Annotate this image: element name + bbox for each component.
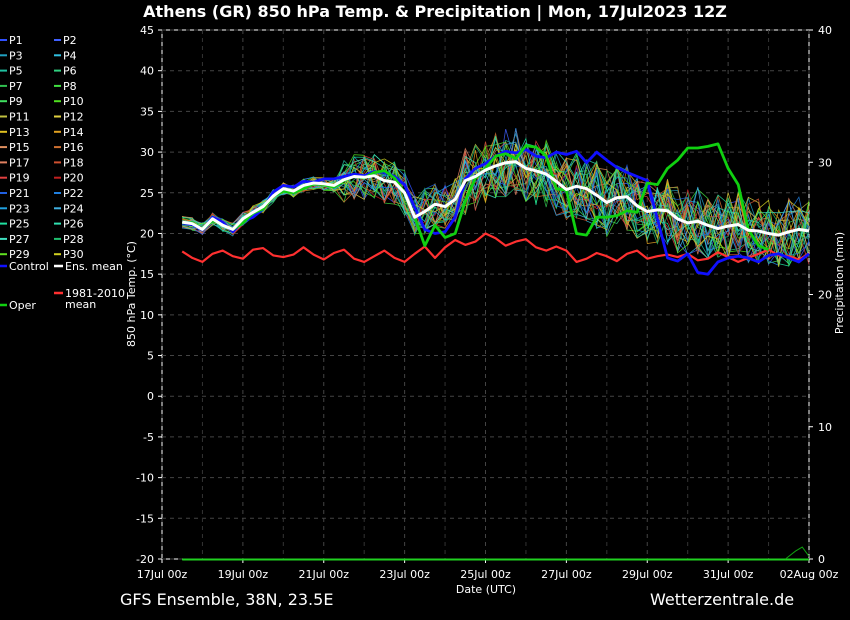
chart-title: Athens (GR) 850 hPa Temp. & Precipitatio… [143,2,727,22]
y-axis-left: 45 40 35 30 25 20 15 10 5 0 -5 -10 -15 -20 [136,24,162,566]
footer-model-label: GFS Ensemble, 38N, 23.5E [120,590,333,609]
x-tick-label: 23Jul 00z [379,568,430,581]
x-axis: 17Jul 00z 19Jul 00z 21Jul 00z 23Jul 00z 25Ju… [137,559,839,581]
y-tick-label: 35 [140,105,154,118]
legend-entry-label: P15 [9,141,30,154]
y-tick-label: 40 [140,65,154,78]
main-series-lines [181,142,810,276]
x-tick-label: 19Jul 00z [218,568,269,581]
y2-tick-label: 40 [818,24,832,37]
y2-tick-label: 10 [818,421,832,434]
legend-entry-label: P26 [63,218,84,231]
y-tick-label: 10 [140,309,154,322]
x-tick-label: 17Jul 00z [137,568,188,581]
ensemble-member-line [182,143,810,265]
legend-entry-label: P3 [9,49,23,62]
legend-entry-label: P4 [63,49,77,62]
legend-entry-label: P22 [63,187,84,200]
y-tick-label: -15 [136,512,154,525]
footer-source-label: Wetterzentrale.de [650,590,794,609]
y2-axis-label: Precipitation (mm) [833,232,846,334]
y-tick-label: -10 [136,472,154,485]
legend-entry-label: P9 [9,95,23,108]
y-axis-right: 40 30 20 10 0 [809,24,832,566]
legend-entry-label: P10 [63,95,84,108]
legend-entry-label: P8 [63,80,77,93]
y-tick-label: 25 [140,187,154,200]
legend-entry-label: P27 [9,233,30,246]
y2-tick-label: 20 [818,289,832,302]
y-tick-label: 15 [140,268,154,281]
y-axis-label: 850 hPa Temp. (°C) [125,241,138,347]
x-tick-label: 21Jul 00z [298,568,349,581]
legend-climate-label-1: 1981-2010 [65,287,125,300]
legend-entry-label: P1 [9,34,23,47]
x-tick-label: 25Jul 00z [460,568,511,581]
y-tick-label: 45 [140,24,154,37]
legend-entry-label: P19 [9,172,30,185]
y-tick-label: -5 [143,431,154,444]
legend-entry-label: P13 [9,126,30,139]
legend-control-label: Control [9,260,49,273]
legend-entry-label: P18 [63,156,84,169]
ens-mean-line [181,160,810,237]
legend-entry-label: P28 [63,233,84,246]
legend-ens-mean-label: Ens. mean [65,260,123,273]
legend-entry-label: P14 [63,126,84,139]
x-tick-label: 02Aug 00z [780,568,839,581]
y-tick-label: 5 [147,350,154,363]
climate-mean-line [181,232,810,263]
legend: P1 P2 P3 P4 P5 P6 P7 P8 P9 P10 P11 P12 P13 P14 P15 P16 P… [0,34,125,312]
legend-oper-label: Oper [9,299,36,312]
legend-entry-label: P29 [9,248,30,261]
legend-entry-label: P5 [9,65,23,78]
precipitation-series [182,546,810,561]
x-axis-label: Date (UTC) [456,583,516,596]
legend-climate-label-2: mean [65,298,96,311]
legend-entry-label: P7 [9,80,23,93]
legend-entry-label: P23 [9,202,30,215]
legend-entry-label: P11 [9,111,30,124]
y-tick-label: 20 [140,227,154,240]
legend-entry-label: P21 [9,187,30,200]
y-tick-label: -20 [136,553,154,566]
legend-entry-label: P24 [63,202,84,215]
legend-entry-label: P25 [9,218,30,231]
y-tick-label: 0 [147,390,154,403]
legend-entry-label: P20 [63,172,84,185]
legend-entry-label: P2 [63,34,77,47]
legend-entry-label: P6 [63,65,77,78]
y2-tick-label: 0 [818,553,825,566]
legend-entry-label: P12 [63,111,84,124]
x-tick-label: 29Jul 00z [622,568,673,581]
legend-entry-label: P30 [63,248,84,261]
x-tick-label: 31Jul 00z [703,568,754,581]
legend-entry-label: P17 [9,156,30,169]
y2-tick-label: 30 [818,156,832,169]
x-tick-label: 27Jul 00z [541,568,592,581]
precip-member-line [785,546,810,560]
y-tick-label: 30 [140,146,154,159]
legend-entry-label: P16 [63,141,84,154]
